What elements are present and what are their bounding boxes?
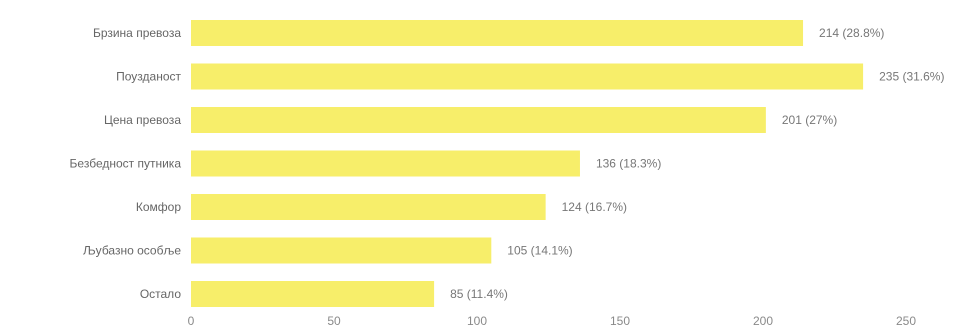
x-tick-label-1: 50 <box>327 314 341 328</box>
x-tick-label-5: 250 <box>896 314 916 328</box>
value-label-4: 124 (16.7%) <box>562 200 627 214</box>
bar-3 <box>191 150 580 177</box>
value-label-5: 105 (14.1%) <box>507 244 572 258</box>
value-label-3: 136 (18.3%) <box>596 157 661 171</box>
x-axis-ticks-group: 0 50 100 150 200 250 <box>188 314 917 328</box>
category-label-0: Брзина превоза <box>93 26 181 40</box>
x-tick-label-2: 100 <box>467 314 487 328</box>
value-label-0: 214 (28.8%) <box>819 26 884 40</box>
category-labels-group: Брзина превоза Поузданост Цена превоза Безб… <box>70 26 182 301</box>
value-label-1: 235 (31.6%) <box>879 70 944 84</box>
bar-4 <box>191 194 546 220</box>
category-label-1: Поузданост <box>116 70 181 84</box>
category-label-2: Цена превоза <box>104 113 181 127</box>
x-tick-label-3: 150 <box>610 314 630 328</box>
bar-2 <box>191 107 766 133</box>
category-label-5: Љубазно особље <box>83 244 181 258</box>
category-label-3: Безбедност путника <box>70 157 182 171</box>
bars-group <box>191 20 864 307</box>
x-tick-label-4: 200 <box>753 314 773 328</box>
category-label-6: Остало <box>140 287 182 301</box>
value-label-6: 85 (11.4%) <box>450 287 508 301</box>
value-label-2: 201 (27%) <box>782 113 837 127</box>
bar-6 <box>191 281 435 307</box>
bar-5 <box>191 237 492 264</box>
x-tick-label-0: 0 <box>188 314 195 328</box>
value-labels-group: 214 (28.8%) 235 (31.6%) 201 (27%) 136 (18.3… <box>450 26 944 301</box>
category-label-4: Комфор <box>136 200 181 214</box>
bar-0 <box>191 20 804 46</box>
bar-1 <box>191 63 864 90</box>
